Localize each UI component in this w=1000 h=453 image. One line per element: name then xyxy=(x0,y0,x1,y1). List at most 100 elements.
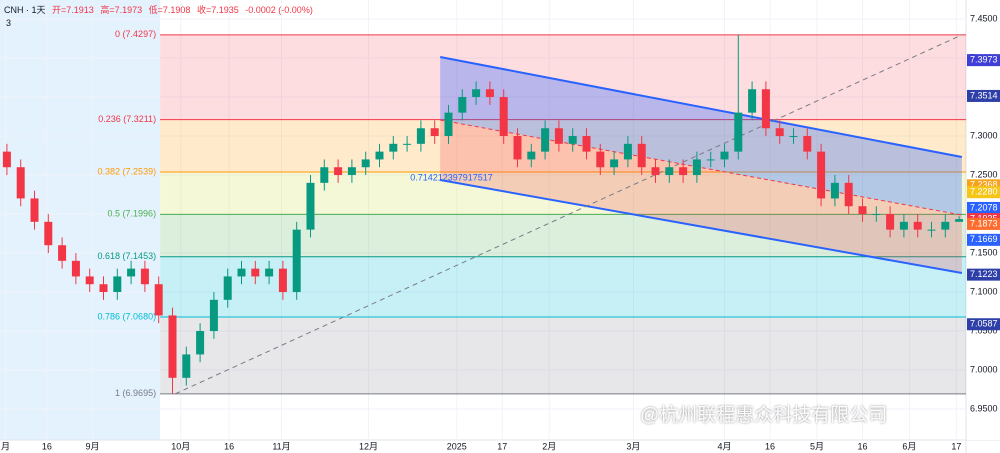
x-tick-label: 17 xyxy=(951,441,961,451)
fib-zone xyxy=(160,34,966,120)
candle-body xyxy=(237,268,246,277)
candle-body xyxy=(651,167,660,176)
trend-line xyxy=(175,34,963,395)
candle-body xyxy=(803,136,812,152)
candle-body xyxy=(2,151,11,168)
candle-body xyxy=(292,229,301,293)
price-tag xyxy=(967,201,1000,214)
candle-body xyxy=(251,268,260,277)
price-tag xyxy=(967,186,1000,199)
channel-lower-line xyxy=(440,179,963,274)
x-tick-label: 16 xyxy=(42,441,52,451)
x-tick-label: 16 xyxy=(857,441,867,451)
ohlc: 低=7.1908 xyxy=(148,5,191,15)
candle-body xyxy=(485,89,494,98)
ohlc: 开=7.1913 xyxy=(52,5,94,15)
indicator-count[interactable]: 3 xyxy=(6,18,12,28)
x-tick-label: 4月 xyxy=(717,441,731,451)
x-tick-label: 2025 xyxy=(447,441,467,451)
candle-body xyxy=(872,214,881,216)
channel-lower xyxy=(440,120,962,274)
price-tag-label: 7.0587 xyxy=(970,319,998,329)
candle-body xyxy=(637,143,646,168)
candle-body xyxy=(596,151,605,168)
candle-body xyxy=(692,159,701,176)
candle-body xyxy=(734,112,743,152)
channel-upper xyxy=(440,57,962,216)
fib-label: 0 (7.4297) xyxy=(115,29,156,39)
y-tick-label: 7.0000 xyxy=(970,364,998,374)
x-tick-label: 12月 xyxy=(359,441,378,451)
fib-label: 0.236 (7.3211) xyxy=(98,114,156,124)
candle-body xyxy=(720,151,729,160)
candle-body xyxy=(472,89,481,98)
candle-body xyxy=(886,214,895,230)
x-tick-label: 6月 xyxy=(902,441,916,451)
candle-body xyxy=(541,128,550,152)
channel-label: 0.714212397917517 xyxy=(410,172,493,182)
channel-upper-line xyxy=(440,56,963,158)
candle-body xyxy=(941,221,950,230)
price-tag xyxy=(967,268,1000,281)
x-tick-label: 2月 xyxy=(542,441,556,451)
channel-middle-line xyxy=(440,119,962,216)
candle-body xyxy=(527,151,536,160)
candle-body xyxy=(775,128,784,137)
x-tick-label: 17 xyxy=(497,441,507,451)
candle-body xyxy=(30,198,39,222)
y-tick-label: 7.2500 xyxy=(970,169,998,179)
y-tick-label: 7.1500 xyxy=(970,247,998,257)
candle-body xyxy=(58,245,67,261)
price-tag-label: 7.3514 xyxy=(970,90,998,100)
price-tag-label: 7.2280 xyxy=(970,187,998,197)
x-tick-label: 9月 xyxy=(85,441,99,451)
price-tag-label: 7.1873 xyxy=(970,218,998,228)
y-tick-label: 7.3000 xyxy=(970,130,998,140)
candle-body xyxy=(389,143,398,152)
candle-body xyxy=(99,284,108,293)
candle-body xyxy=(306,182,315,230)
candle-body xyxy=(444,112,453,137)
price-tag xyxy=(967,318,1000,331)
x-tick-label: 16 xyxy=(224,441,234,451)
candle-body xyxy=(458,97,467,113)
candle-body xyxy=(513,136,522,160)
candle-body xyxy=(168,315,177,378)
candle-body xyxy=(665,167,674,176)
candle-body xyxy=(499,97,508,137)
x-tick-label: 16 xyxy=(765,441,775,451)
fib-zone xyxy=(160,119,966,172)
candle-body xyxy=(554,128,563,144)
ohlc: 收=7.1935 xyxy=(196,5,239,15)
candle-body xyxy=(927,229,936,231)
candle-body xyxy=(761,89,770,129)
y-tick-label: 7.1000 xyxy=(970,286,998,296)
candle-body xyxy=(71,260,80,277)
candle-body xyxy=(748,89,757,113)
candle-body xyxy=(623,143,632,160)
price-tag xyxy=(967,54,1000,67)
candle-body xyxy=(610,159,619,168)
x-tick-label: 3月 xyxy=(626,441,640,451)
candle-body xyxy=(706,159,715,161)
candle-body xyxy=(85,276,94,285)
price-tag-label: 7.2368 xyxy=(970,180,998,190)
candle-body xyxy=(830,182,839,199)
y-tick-label: 6.9500 xyxy=(970,403,998,413)
candle-body xyxy=(320,167,329,183)
candle-body xyxy=(16,167,25,199)
candle-body xyxy=(265,268,274,277)
x-tick-label: 11月 xyxy=(272,441,290,451)
candle-body xyxy=(44,221,53,246)
price-tag xyxy=(967,217,1000,230)
candle-body xyxy=(858,206,867,215)
candle-body xyxy=(913,221,922,230)
price-tag-label: 7.1223 xyxy=(970,269,998,279)
candle-body xyxy=(182,354,191,378)
candle-body xyxy=(679,167,688,176)
candle-body xyxy=(278,268,287,293)
fib-zone xyxy=(160,316,966,394)
x-tick-label: 5月 xyxy=(810,441,824,451)
